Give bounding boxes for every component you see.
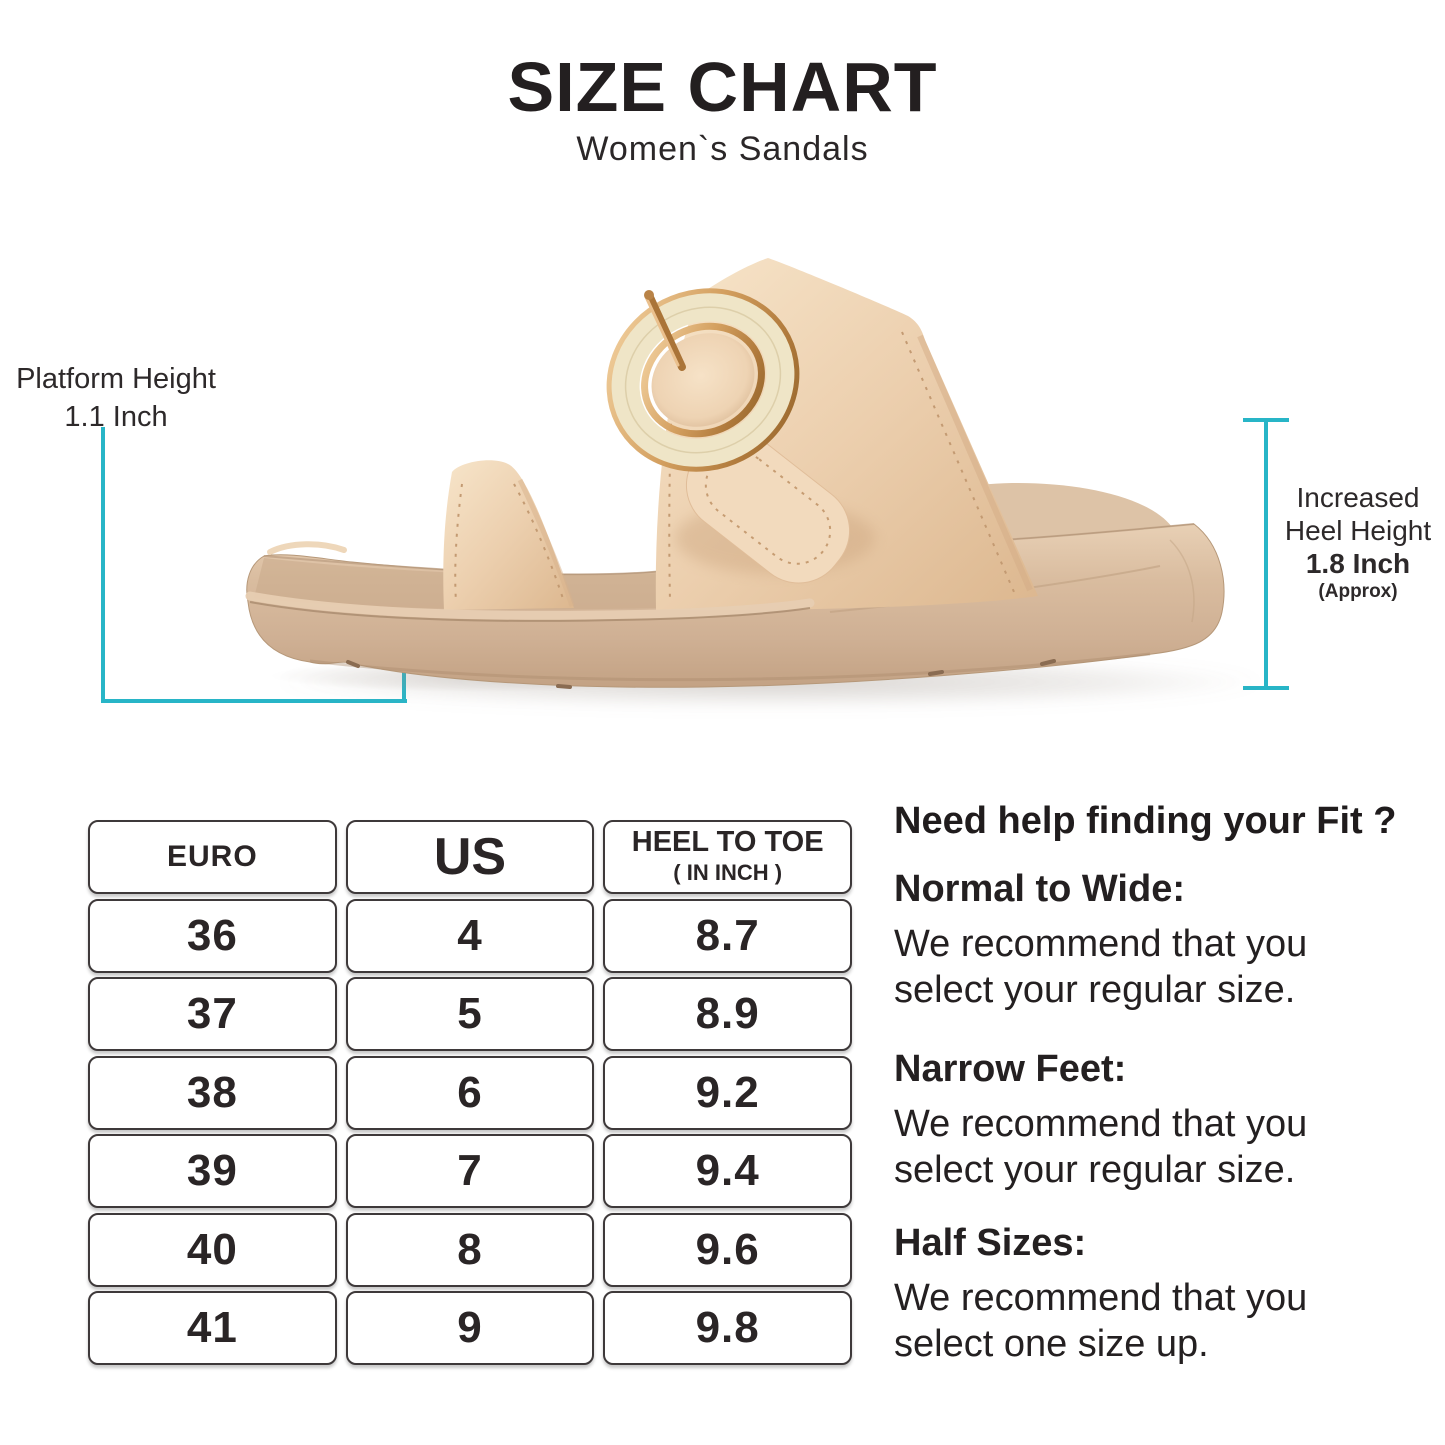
heel-measure-line-vertical [1264, 420, 1268, 688]
table-cell-us: 6 [345, 1055, 595, 1130]
table-cell-euro: 37 [88, 977, 337, 1051]
table-cell-us: 7 [345, 1134, 595, 1208]
platform-measure-line-vertical [101, 427, 105, 703]
table-cell-us: 8 [345, 1212, 595, 1287]
platform-height-label: Platform Height [16, 363, 216, 395]
footbed-lip [245, 541, 815, 622]
table-cell-euro: 39 [88, 1134, 337, 1208]
help-section-heading: Narrow Feet: [894, 1048, 1127, 1090]
heel-measure-cap-top [1243, 418, 1289, 422]
heel-height-annotation: Increased Heel Height 1.8 Inch (Approx) [1278, 481, 1438, 603]
heel-height-label-1: Increased [1296, 482, 1420, 513]
table-cell-length: 9.4 [603, 1134, 852, 1208]
table-cell-us: 9 [345, 1291, 595, 1365]
table-cell-euro: 40 [88, 1212, 337, 1287]
help-section-narrow-feet: Narrow Feet: We recommend that you select… [894, 1048, 1442, 1193]
column-header-us: US [345, 820, 595, 894]
help-section-heading: Half Sizes: [894, 1222, 1087, 1264]
help-title: Need help finding your Fit ? [894, 800, 1397, 842]
table-cell-euro: 36 [88, 898, 337, 973]
column-header-euro: EURO [88, 820, 337, 894]
toe-strap [443, 460, 575, 610]
buckle-prong [644, 290, 686, 371]
table-cell-length: 8.9 [603, 977, 852, 1051]
heel-height-value: 1.8 Inch [1305, 548, 1411, 579]
column-header-heel-to-toe: HEEL TO TOE ( IN INCH ) [603, 820, 852, 894]
platform-height-value: 1.1 Inch [64, 401, 168, 433]
table-cell-euro: 38 [88, 1055, 337, 1130]
heel-measure-cap-bottom [1243, 686, 1289, 690]
table-cell-length: 9.2 [603, 1055, 852, 1130]
table-cell-length: 9.6 [603, 1212, 852, 1287]
help-section-normal-to-wide: Normal to Wide: We recommend that you sel… [894, 868, 1442, 1013]
help-section-body: We recommend that you select one size up. [894, 1277, 1308, 1365]
heel-height-approx: (Approx) [1318, 581, 1398, 602]
sandal-product-image [245, 258, 1265, 708]
heel-height-label-2: Heel Height [1284, 515, 1432, 546]
table-cell-us: 5 [345, 977, 595, 1051]
table-cell-length: 9.8 [603, 1291, 852, 1365]
table-cell-length: 8.7 [603, 898, 852, 973]
help-section-body: We recommend that you select your regular… [894, 923, 1308, 1011]
table-cell-euro: 41 [88, 1291, 337, 1365]
page-title: SIZE CHART [507, 48, 938, 126]
platform-measure-line-bottom [101, 699, 407, 703]
header: SIZE CHART Women`s Sandals [0, 52, 1445, 169]
table-cell-us: 4 [345, 898, 595, 973]
help-section-heading: Normal to Wide: [894, 868, 1185, 910]
size-table: EURO US HEEL TO TOE ( IN INCH ) 36 4 8.7… [88, 820, 852, 1365]
column-header-unit-note: ( IN INCH ) [673, 859, 783, 885]
page-subtitle: Women`s Sandals [576, 130, 869, 168]
help-section-half-sizes: Half Sizes: We recommend that you select … [894, 1222, 1442, 1367]
platform-height-annotation: Platform Height 1.1 Inch [8, 360, 224, 436]
help-section-body: We recommend that you select your regular… [894, 1103, 1308, 1191]
